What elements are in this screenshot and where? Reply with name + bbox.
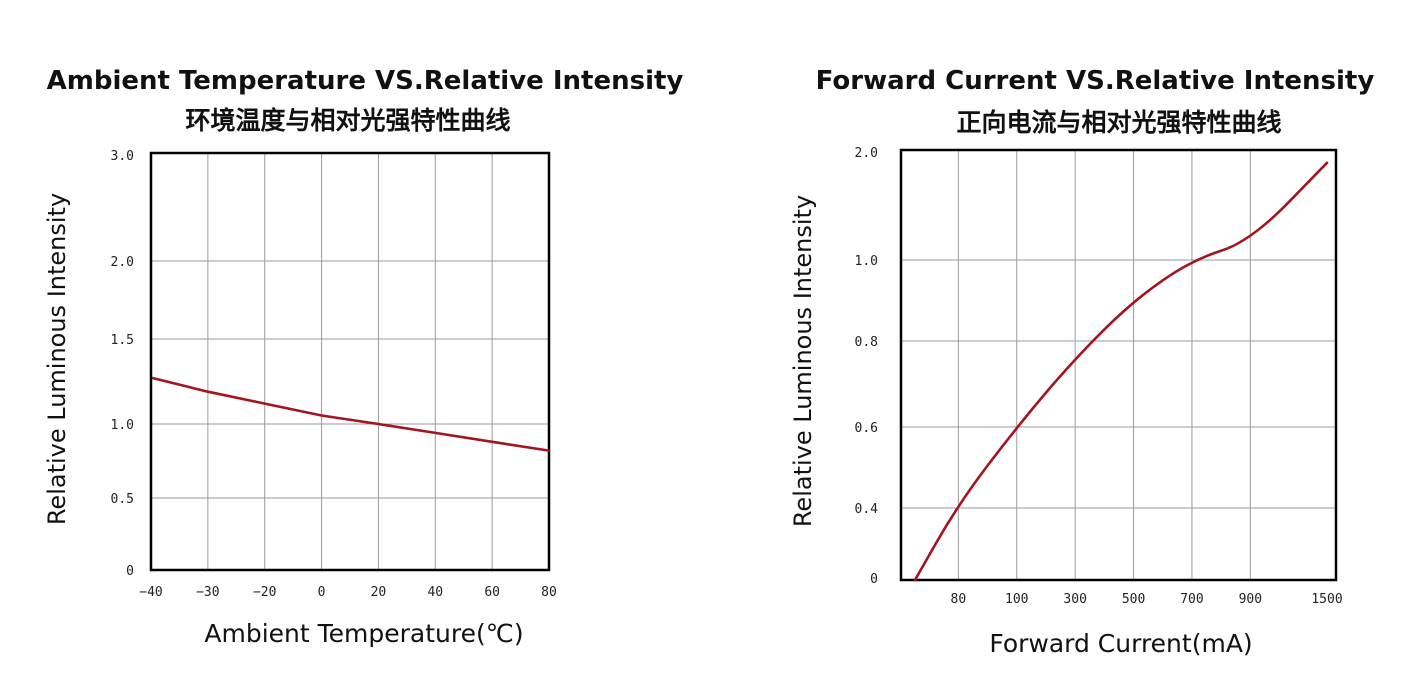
y-tick-label: 0 [870, 572, 878, 587]
x-tick-label: −20 [253, 585, 276, 600]
x-tick-label: 300 [1063, 592, 1086, 607]
chart-subtitle: 环境温度与相对光强特性曲线 [185, 106, 511, 135]
x-tick-label: 40 [427, 585, 443, 600]
y-axis-ticks: 0 0.4 0.6 0.8 1.0 2.0 [855, 146, 879, 587]
x-tick-label: 1500 [1311, 592, 1342, 607]
chart-subtitle: 正向电流与相对光强特性曲线 [956, 108, 1282, 137]
y-tick-label: 1.5 [111, 333, 134, 348]
chart-panel-temperature: Ambient Temperature VS.Relative Intensit… [0, 0, 700, 673]
y-tick-label: 3.0 [111, 149, 134, 164]
y-tick-label: 1.0 [111, 418, 134, 433]
y-tick-label: 1.0 [855, 254, 878, 269]
plot-frame [149, 151, 551, 572]
x-tick-label: 0 [318, 585, 326, 600]
plot-frame [899, 148, 1338, 582]
x-tick-label: −40 [139, 585, 162, 600]
plot-area: 0 0.4 0.6 0.8 1.0 2.0 80 100 300 500 700 900 1500 [855, 146, 1343, 607]
series-line [151, 376, 551, 452]
x-tick-label: 500 [1122, 592, 1145, 607]
grid [901, 150, 1336, 580]
x-axis-ticks: 80 100 300 500 700 900 1500 [951, 592, 1343, 607]
x-axis-label: Forward Current(mA) [989, 629, 1253, 658]
y-tick-label: 2.0 [111, 255, 134, 270]
y-tick-label: 0.4 [855, 502, 879, 517]
y-tick-label: 0.8 [855, 335, 878, 350]
chart-title: Ambient Temperature VS.Relative Intensit… [46, 66, 684, 96]
chart-title: Forward Current VS.Relative Intensity [815, 66, 1375, 96]
x-tick-label: −30 [196, 585, 219, 600]
grid [151, 153, 549, 570]
y-axis-ticks: 0 0.5 1.0 1.5 2.0 3.0 [111, 149, 134, 579]
y-tick-label: 2.0 [855, 146, 878, 161]
plot-area: 0 0.5 1.0 1.5 2.0 3.0 −40 −30 −20 0 20 40 60 80 [111, 149, 557, 600]
series-line [913, 161, 1329, 582]
y-tick-label: 0 [126, 564, 134, 579]
x-tick-label: 80 [951, 592, 967, 607]
y-tick-label: 0.6 [855, 421, 878, 436]
x-axis-ticks: −40 −30 −20 0 20 40 60 80 [139, 585, 557, 600]
x-tick-label: 20 [371, 585, 387, 600]
chart-panel-current: Forward Current VS.Relative Intensity 正向… [740, 0, 1427, 673]
x-axis-label: Ambient Temperature(℃) [204, 619, 524, 648]
x-tick-label: 100 [1005, 592, 1028, 607]
x-tick-label: 80 [541, 585, 557, 600]
y-tick-label: 0.5 [111, 492, 134, 507]
x-tick-label: 700 [1180, 592, 1203, 607]
x-tick-label: 60 [484, 585, 500, 600]
x-tick-label: 900 [1239, 592, 1262, 607]
